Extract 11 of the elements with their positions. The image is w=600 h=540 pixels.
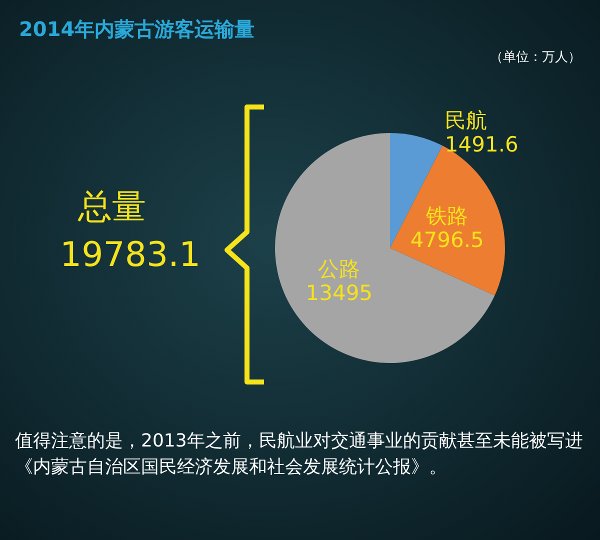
chart-subtitle: （单位：万人）: [490, 50, 581, 65]
text: 总量: [77, 187, 146, 227]
slice-label: 公路: [318, 256, 360, 281]
text: 19783.1: [60, 235, 201, 275]
data-label: 13495: [306, 280, 373, 305]
text: 值得注意的是，2013年之前，民航业对交通事业的贡献甚至未能被写进《内蒙古自治区国民经济发展和社会发展统计公报》。: [15, 430, 583, 478]
slice-label: 铁路: [425, 204, 468, 228]
chart-title: 2014年内蒙古游客运输量: [19, 17, 255, 41]
data-label: 1491.6: [444, 132, 518, 156]
slice-label: 民航: [444, 108, 487, 132]
data-label: 4796.5: [410, 228, 484, 252]
